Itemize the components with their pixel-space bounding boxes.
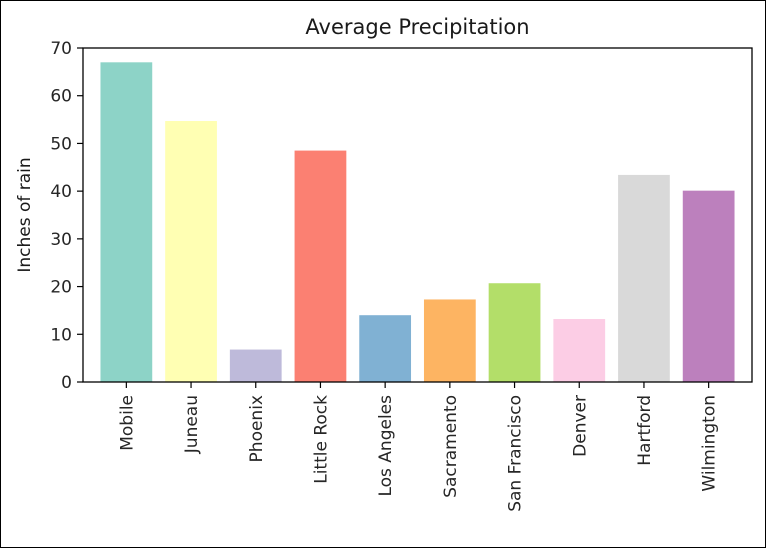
y-axis-ticks: 0 10 20 30 40 50 60 70 bbox=[50, 39, 83, 393]
x-tick-label: San Francisco bbox=[506, 395, 526, 512]
x-tick-label: Sacramento bbox=[441, 395, 461, 498]
y-tick-label: 0 bbox=[61, 373, 72, 393]
x-tick-label: Los Angeles bbox=[376, 395, 396, 497]
y-tick-label: 10 bbox=[50, 325, 72, 345]
x-tick-label: Phoenix bbox=[247, 395, 267, 462]
y-axis-label: Inches of rain bbox=[15, 157, 35, 272]
bar-juneau bbox=[165, 121, 217, 382]
y-tick-label: 30 bbox=[50, 230, 72, 250]
bar-phoenix bbox=[229, 349, 282, 382]
y-tick-label: 60 bbox=[50, 87, 72, 107]
x-tick-label: Little Rock bbox=[311, 395, 331, 484]
y-tick-label: 20 bbox=[50, 278, 72, 298]
x-axis-ticks: Mobile Juneau Phoenix Little Rock Los Angele… bbox=[117, 382, 720, 512]
bar-little-rock bbox=[294, 150, 347, 382]
bar-los-angeles bbox=[359, 315, 412, 382]
y-tick-label: 50 bbox=[50, 134, 72, 154]
y-tick-label: 40 bbox=[50, 182, 72, 202]
bar-mobile bbox=[100, 62, 153, 383]
x-tick-label: Hartford bbox=[635, 395, 655, 466]
bar-san-francisco bbox=[488, 283, 541, 382]
bar-hartford bbox=[618, 174, 670, 382]
y-tick-label: 70 bbox=[50, 39, 72, 59]
bar-wilmington bbox=[682, 190, 735, 382]
chart-title: Average Precipitation bbox=[305, 15, 529, 39]
plot-area-frame bbox=[82, 47, 753, 383]
x-tick-label: Mobile bbox=[117, 395, 137, 451]
x-tick-label: Denver bbox=[570, 395, 590, 457]
bar-sacramento bbox=[423, 299, 476, 382]
x-tick-label: Juneau bbox=[182, 395, 202, 454]
bars-group bbox=[100, 62, 735, 383]
x-tick-label: Wilmington bbox=[700, 395, 720, 492]
bar-denver bbox=[553, 319, 606, 382]
